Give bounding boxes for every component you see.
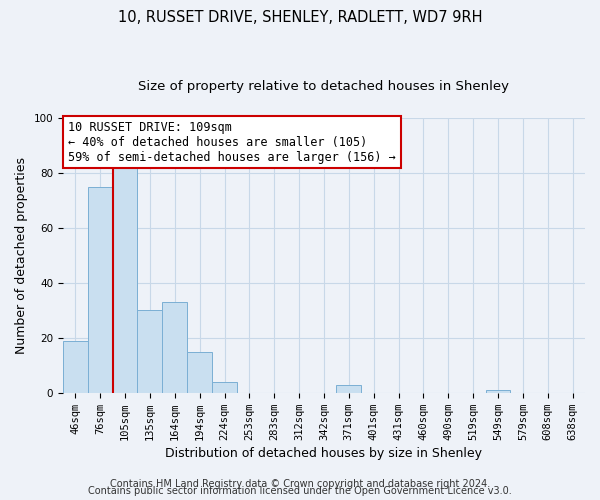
- Text: Contains public sector information licensed under the Open Government Licence v3: Contains public sector information licen…: [88, 486, 512, 496]
- Bar: [187, 352, 212, 393]
- Bar: [113, 159, 137, 393]
- Bar: [163, 302, 187, 393]
- Bar: [88, 186, 113, 393]
- X-axis label: Distribution of detached houses by size in Shenley: Distribution of detached houses by size …: [166, 447, 482, 460]
- Title: Size of property relative to detached houses in Shenley: Size of property relative to detached ho…: [139, 80, 509, 93]
- Text: Contains HM Land Registry data © Crown copyright and database right 2024.: Contains HM Land Registry data © Crown c…: [110, 479, 490, 489]
- Y-axis label: Number of detached properties: Number of detached properties: [15, 157, 28, 354]
- Bar: [63, 340, 88, 393]
- Text: 10 RUSSET DRIVE: 109sqm
← 40% of detached houses are smaller (105)
59% of semi-d: 10 RUSSET DRIVE: 109sqm ← 40% of detache…: [68, 120, 396, 164]
- Bar: [137, 310, 163, 393]
- Text: 10, RUSSET DRIVE, SHENLEY, RADLETT, WD7 9RH: 10, RUSSET DRIVE, SHENLEY, RADLETT, WD7 …: [118, 10, 482, 25]
- Bar: [212, 382, 237, 393]
- Bar: [337, 384, 361, 393]
- Bar: [485, 390, 511, 393]
